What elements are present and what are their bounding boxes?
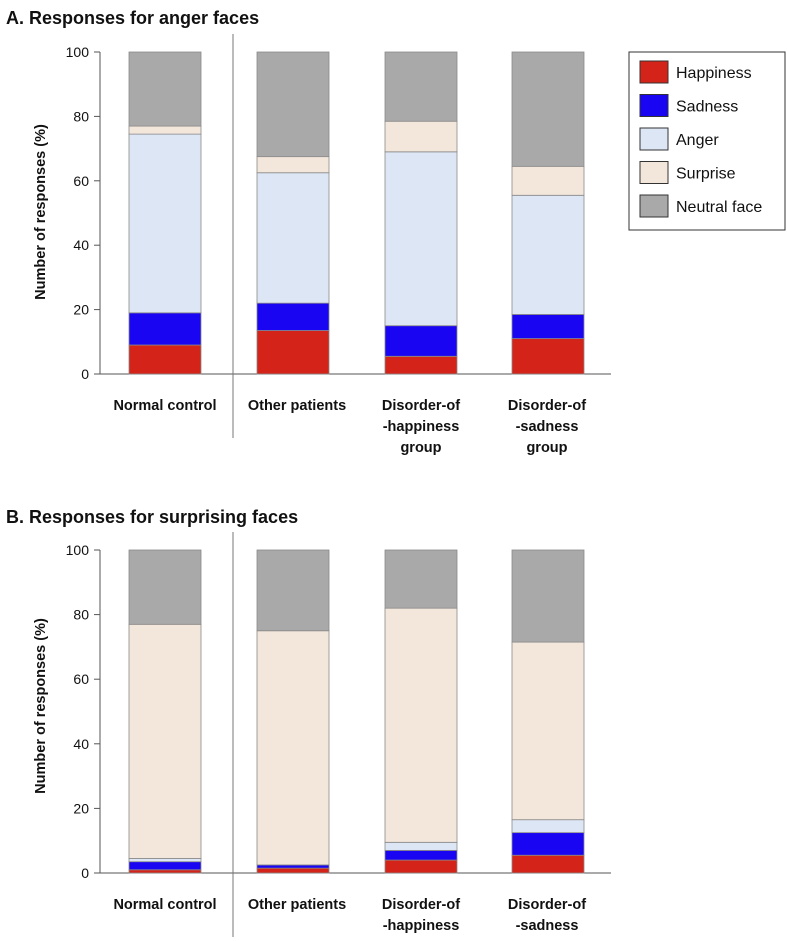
bar-segment-neutral-face [384, 549, 458, 609]
x-category-label-line: Other patients [248, 897, 346, 913]
y-tick-label: 80 [73, 607, 89, 623]
bar-segment-neutral-face [511, 51, 585, 167]
legend-swatch-sadness [639, 94, 669, 117]
bar-segment-sadness [256, 302, 330, 331]
bar-segment-anger [128, 133, 202, 314]
y-tick-label: 40 [73, 237, 89, 253]
bar-segment-happiness [511, 854, 585, 874]
bar-segment-anger [384, 151, 458, 327]
bar-segment-anger [511, 194, 585, 315]
bar-segment-surprise [384, 120, 458, 153]
panel-title-surprising: B. Responses for surprising faces [6, 507, 298, 527]
legend-label: Neutral face [676, 199, 762, 216]
bar-segment-surprise [256, 630, 330, 866]
bar-segment-surprise [511, 165, 585, 196]
bar-segment-sadness [511, 314, 585, 339]
bar-segment-neutral-face [256, 51, 330, 158]
x-category-label-line: -happiness [383, 918, 460, 934]
y-tick-label: 100 [66, 44, 90, 60]
y-tick-label: 20 [73, 302, 89, 318]
bar-segment-happiness [128, 869, 202, 874]
y-axis-label-anger: Number of responses (%) [33, 124, 49, 300]
x-category-label: Disorder-of -sadness group [508, 398, 586, 456]
bar-segment-sadness [128, 312, 202, 346]
x-category-label-line: group [526, 440, 567, 456]
legend-label: Anger [676, 132, 719, 149]
bar-segment-neutral-face [256, 549, 330, 632]
y-tick-label: 40 [73, 736, 89, 752]
x-category-label-line: Normal control [113, 398, 216, 414]
y-axis-label-surprising: Number of responses (%) [33, 618, 49, 794]
x-category-label-line: group [400, 939, 441, 941]
x-category-label-line: Disorder-of [382, 398, 460, 414]
bar-segment-anger [128, 858, 202, 863]
x-category-label-line: group [400, 440, 441, 456]
y-tick-label: 100 [66, 542, 90, 558]
panel-title-anger: A. Responses for anger faces [6, 8, 259, 28]
x-category-label-line: Disorder-of [382, 897, 460, 913]
x-category-label-line: Disorder-of [508, 398, 586, 414]
x-category-label-line: -happiness [383, 419, 460, 435]
legend-label: Happiness [676, 65, 752, 82]
bar-segment-happiness [384, 859, 458, 874]
bar-segment-happiness [384, 355, 458, 375]
bar-segment-happiness [128, 344, 202, 375]
bar-segment-neutral-face [128, 51, 202, 127]
x-category-label: Disorder-of -sadness group [508, 897, 586, 941]
x-category-label-line: -sadness [516, 918, 579, 934]
y-tick-label: 0 [81, 865, 89, 881]
bar-segment-neutral-face [128, 549, 202, 625]
y-tick-label: 60 [73, 671, 89, 687]
x-category-label: Disorder-of -happiness group [382, 897, 460, 941]
x-category-label: Normal control [113, 897, 216, 913]
bar-segment-neutral-face [511, 549, 585, 643]
legend-swatch-surprise [639, 161, 669, 184]
legend-swatch-neutral-face [639, 194, 669, 218]
bar-segment-surprise [256, 156, 330, 174]
bar-segment-sadness [511, 832, 585, 856]
bar-segment-sadness [384, 849, 458, 861]
x-category-label-line: Normal control [113, 897, 216, 913]
x-category-label: Other patients [248, 897, 346, 913]
legend: Happiness Sadness Anger Surprise Neutral fac… [628, 51, 786, 231]
y-tick-label: 20 [73, 800, 89, 816]
x-category-label-line: -sadness [516, 419, 579, 435]
legend-swatch-happiness [639, 60, 669, 84]
bar-segment-surprise [128, 125, 202, 135]
x-category-label: Disorder-of -happiness group [382, 398, 460, 456]
legend-label: Sadness [676, 99, 738, 116]
legend-swatch-anger [639, 127, 669, 151]
panel-anger-faces: A. Responses for anger faces Number of r… [6, 8, 611, 456]
bar-segment-surprise [128, 623, 202, 859]
bar-segment-surprise [511, 641, 585, 821]
bar-segment-anger [511, 819, 585, 834]
y-tick-label: 0 [81, 366, 89, 382]
bar-segment-sadness [384, 325, 458, 357]
y-tick-label: 80 [73, 108, 89, 124]
panel-surprising-faces: B. Responses for surprising faces Number… [6, 507, 611, 941]
x-category-label-line: Disorder-of [508, 897, 586, 913]
x-category-label-line: group [526, 939, 567, 941]
x-category-label: Normal control [113, 398, 216, 414]
bar-segment-sadness [128, 861, 202, 871]
bar-segment-happiness [256, 867, 330, 874]
bar-segment-anger [256, 172, 330, 304]
legend-label: Surprise [676, 166, 736, 183]
bar-segment-happiness [511, 338, 585, 375]
bar-segment-anger [384, 841, 458, 851]
x-category-label-line: Other patients [248, 398, 346, 414]
bar-segment-neutral-face [384, 51, 458, 122]
y-tick-label: 60 [73, 173, 89, 189]
x-category-label: Other patients [248, 398, 346, 414]
bar-segment-sadness [256, 864, 330, 869]
bar-segment-happiness [256, 330, 330, 375]
bar-segment-surprise [384, 607, 458, 843]
